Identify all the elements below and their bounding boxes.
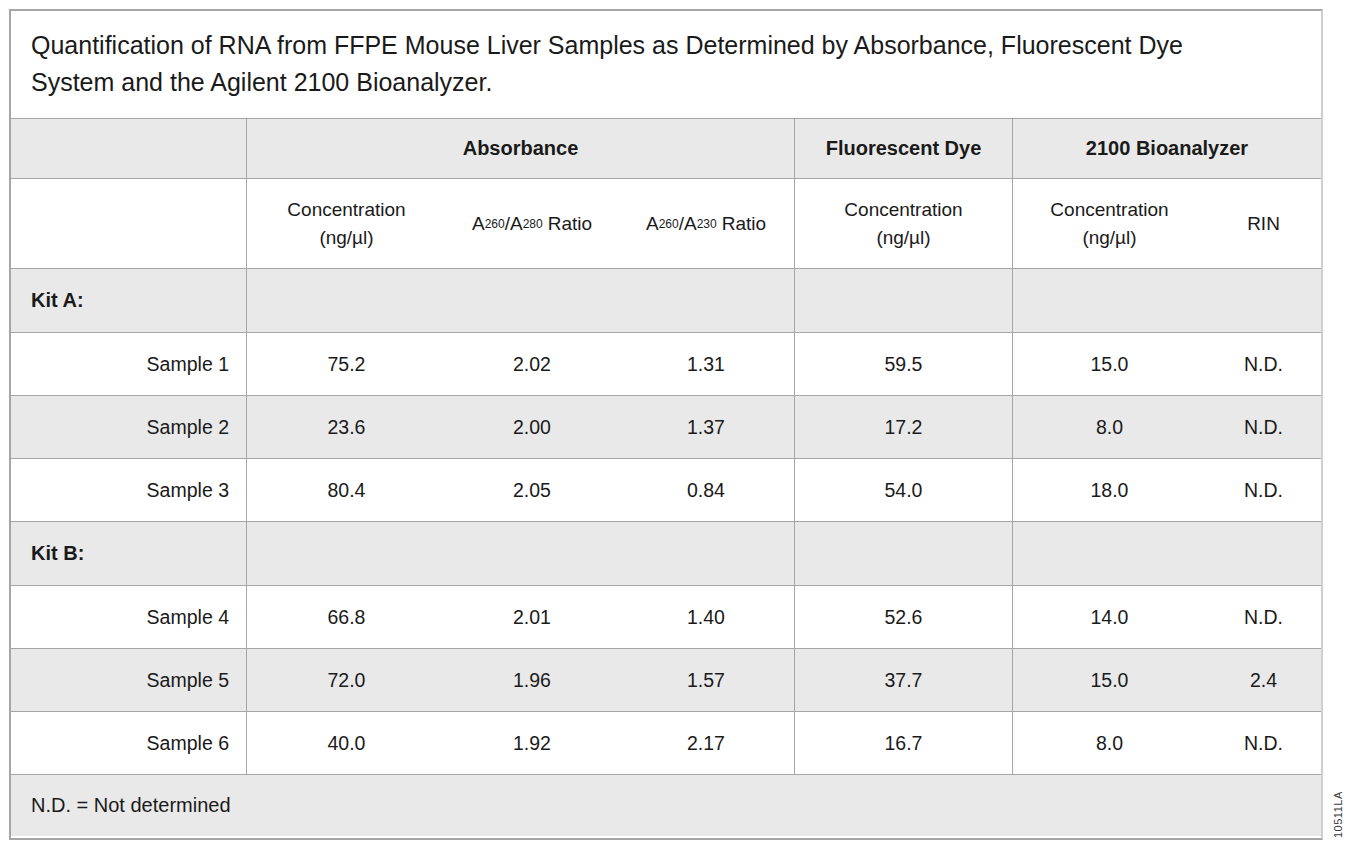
figure-title-line-1: Quantification of RNA from FFPE Mouse Li… <box>31 31 1183 59</box>
empty-cell <box>1012 522 1206 585</box>
column-header-line2: (ng/µl) <box>1082 224 1136 252</box>
empty-cell <box>1206 522 1321 585</box>
value-a260-a230: 1.57 <box>618 649 794 711</box>
ratio-base2: /A <box>679 213 697 235</box>
section-header-kit-a: Kit A: <box>11 268 1321 332</box>
value-rin: N.D. <box>1206 396 1321 458</box>
sample-label: Sample 5 <box>11 649 246 711</box>
figure-id-watermark: 10511LA <box>1332 791 1344 838</box>
table-row-sample-3: Sample 3 80.4 2.05 0.84 54.0 18.0 N.D. <box>11 458 1321 521</box>
column-header-empty <box>11 179 246 268</box>
ratio-suffix: Ratio <box>543 213 592 235</box>
column-header-line1: RIN <box>1247 210 1280 238</box>
ratio-base1: A <box>646 213 659 235</box>
table-row-sample-2: Sample 2 23.6 2.00 1.37 17.2 8.0 N.D. <box>11 395 1321 458</box>
value-dye-concentration: 59.5 <box>794 333 1012 395</box>
group-header-2100-bioanalyzer: 2100 Bioanalyzer <box>1012 119 1321 178</box>
empty-cell <box>618 522 794 585</box>
sample-label: Sample 2 <box>11 396 246 458</box>
value-dye-concentration: 54.0 <box>794 459 1012 521</box>
footnote-text: N.D. = Not determined <box>11 775 1321 836</box>
value-rin: N.D. <box>1206 712 1321 774</box>
empty-cell <box>246 269 446 332</box>
empty-cell <box>446 269 618 332</box>
value-abs-concentration: 72.0 <box>246 649 446 711</box>
empty-cell <box>1206 269 1321 332</box>
value-rin: 2.4 <box>1206 649 1321 711</box>
column-header-dye-concentration: Concentration (ng/µl) <box>794 179 1012 268</box>
group-header-absorbance: Absorbance <box>246 119 794 178</box>
value-a260-a230: 2.17 <box>618 712 794 774</box>
column-header-line2: (ng/µl) <box>319 224 373 252</box>
value-bio-concentration: 18.0 <box>1012 459 1206 521</box>
column-header-abs-concentration: Concentration (ng/µl) <box>246 179 446 268</box>
column-header-rin: RIN <box>1206 179 1321 268</box>
kit-label: Kit B: <box>11 522 246 585</box>
column-header-line1: Concentration <box>844 196 962 224</box>
empty-cell <box>246 522 446 585</box>
column-header-row: Concentration (ng/µl) A260/A280Ratio A26… <box>11 178 1321 268</box>
sample-label: Sample 6 <box>11 712 246 774</box>
value-a260-a230: 0.84 <box>618 459 794 521</box>
column-header-line2: (ng/µl) <box>876 224 930 252</box>
figure-title: Quantification of RNA from FFPE Mouse Li… <box>11 11 1321 118</box>
kit-label: Kit A: <box>11 269 246 332</box>
column-header-line1: Concentration <box>287 196 405 224</box>
empty-cell <box>794 269 1012 332</box>
value-bio-concentration: 14.0 <box>1012 586 1206 648</box>
sample-label: Sample 4 <box>11 586 246 648</box>
value-a260-a280: 2.00 <box>446 396 618 458</box>
value-a260-a280: 2.01 <box>446 586 618 648</box>
empty-cell <box>618 269 794 332</box>
empty-cell <box>794 522 1012 585</box>
value-dye-concentration: 17.2 <box>794 396 1012 458</box>
value-a260-a280: 2.05 <box>446 459 618 521</box>
value-a260-a280: 1.92 <box>446 712 618 774</box>
footnote-row: N.D. = Not determined <box>11 774 1321 836</box>
value-a260-a230: 1.40 <box>618 586 794 648</box>
value-a260-a230: 1.31 <box>618 333 794 395</box>
ratio-base2: /A <box>505 213 523 235</box>
group-header-row: Absorbance Fluorescent Dye 2100 Bioanaly… <box>11 118 1321 178</box>
empty-cell <box>446 522 618 585</box>
empty-cell <box>1012 269 1206 332</box>
value-abs-concentration: 80.4 <box>246 459 446 521</box>
value-a260-a230: 1.37 <box>618 396 794 458</box>
value-bio-concentration: 8.0 <box>1012 396 1206 458</box>
value-a260-a280: 1.96 <box>446 649 618 711</box>
ratio-suffix: Ratio <box>717 213 766 235</box>
value-abs-concentration: 23.6 <box>246 396 446 458</box>
value-abs-concentration: 66.8 <box>246 586 446 648</box>
column-header-bio-concentration: Concentration (ng/µl) <box>1012 179 1206 268</box>
value-dye-concentration: 37.7 <box>794 649 1012 711</box>
value-bio-concentration: 15.0 <box>1012 333 1206 395</box>
figure-title-line-2: System and the Agilent 2100 Bioanalyzer. <box>31 64 1251 101</box>
table-row-sample-1: Sample 1 75.2 2.02 1.31 59.5 15.0 N.D. <box>11 332 1321 395</box>
table-row-sample-4: Sample 4 66.8 2.01 1.40 52.6 14.0 N.D. <box>11 585 1321 648</box>
column-header-a260-a280-ratio: A260/A280Ratio <box>446 179 618 268</box>
value-abs-concentration: 75.2 <box>246 333 446 395</box>
value-bio-concentration: 15.0 <box>1012 649 1206 711</box>
value-dye-concentration: 52.6 <box>794 586 1012 648</box>
column-header-line1: Concentration <box>1050 196 1168 224</box>
value-rin: N.D. <box>1206 586 1321 648</box>
group-header-fluorescent-dye: Fluorescent Dye <box>794 119 1012 178</box>
table-row-sample-6: Sample 6 40.0 1.92 2.17 16.7 8.0 N.D. <box>11 711 1321 774</box>
value-a260-a280: 2.02 <box>446 333 618 395</box>
group-header-empty <box>11 119 246 178</box>
column-header-a260-a230-ratio: A260/A230Ratio <box>618 179 794 268</box>
value-rin: N.D. <box>1206 459 1321 521</box>
sample-label: Sample 1 <box>11 333 246 395</box>
figure-table: Quantification of RNA from FFPE Mouse Li… <box>9 9 1323 840</box>
sample-label: Sample 3 <box>11 459 246 521</box>
value-rin: N.D. <box>1206 333 1321 395</box>
section-header-kit-b: Kit B: <box>11 521 1321 585</box>
value-abs-concentration: 40.0 <box>246 712 446 774</box>
table-row-sample-5: Sample 5 72.0 1.96 1.57 37.7 15.0 2.4 <box>11 648 1321 711</box>
value-dye-concentration: 16.7 <box>794 712 1012 774</box>
value-bio-concentration: 8.0 <box>1012 712 1206 774</box>
ratio-base1: A <box>472 213 485 235</box>
